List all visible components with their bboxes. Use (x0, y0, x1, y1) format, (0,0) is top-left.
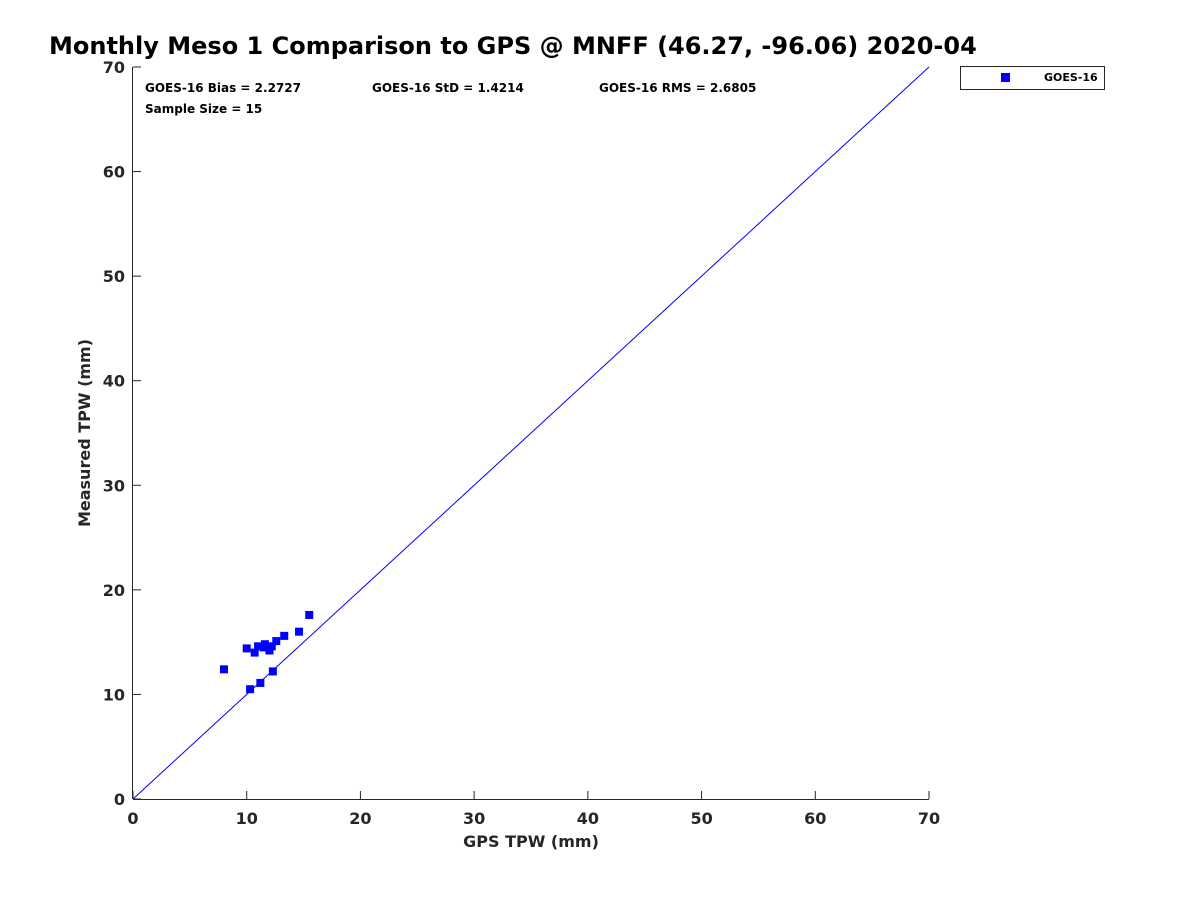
data-point (267, 642, 276, 651)
y-tick-label: 20 (103, 581, 125, 600)
x-tick-label: 20 (349, 809, 371, 828)
x-tick-label: 60 (804, 809, 826, 828)
data-point (254, 642, 263, 651)
data-point (305, 610, 314, 619)
std-annotation: GOES-16 StD = 1.4214 (372, 81, 524, 95)
legend-label-goes16: GOES-16 (1044, 71, 1098, 84)
data-point (256, 678, 265, 687)
data-point (246, 685, 255, 694)
bias-annotation: GOES-16 Bias = 2.2727 (145, 81, 301, 95)
x-tick-label: 0 (127, 809, 138, 828)
legend-box (960, 66, 1105, 90)
x-tick-label: 70 (918, 809, 940, 828)
data-point (219, 665, 228, 674)
x-tick-label: 30 (463, 809, 485, 828)
y-tick-label: 10 (103, 685, 125, 704)
y-tick-label: 60 (103, 163, 125, 182)
chart-title: Monthly Meso 1 Comparison to GPS @ MNFF … (49, 32, 977, 60)
y-tick-label: 30 (103, 476, 125, 495)
data-points-group (219, 610, 314, 694)
y-axis-label: Measured TPW (mm) (75, 339, 94, 527)
x-tick-label: 40 (577, 809, 599, 828)
data-point (265, 646, 274, 655)
one-to-one-line (132, 66, 930, 800)
data-point (250, 648, 259, 657)
data-point (242, 644, 251, 653)
rms-annotation: GOES-16 RMS = 2.6805 (599, 81, 756, 95)
data-point (295, 627, 304, 636)
y-tick-label: 0 (114, 790, 125, 809)
legend: GOES-16 (960, 66, 1105, 90)
x-axis-ticks: 0 10 20 30 40 50 60 70 (127, 791, 940, 828)
data-point (268, 667, 277, 676)
reference-line-group (132, 66, 930, 800)
data-point (280, 631, 289, 640)
y-tick-label: 50 (103, 267, 125, 286)
legend-marker-goes16 (1001, 73, 1010, 82)
sample-size-annotation: Sample Size = 15 (145, 102, 262, 116)
y-tick-label: 40 (103, 372, 125, 391)
y-tick-label: 70 (103, 58, 125, 77)
y-axis-ticks: 0 10 20 30 40 50 60 70 (103, 58, 141, 809)
x-tick-label: 50 (690, 809, 712, 828)
data-point (259, 643, 268, 652)
x-axis-label: GPS TPW (mm) (463, 832, 599, 851)
data-point (272, 637, 281, 646)
x-tick-label: 10 (236, 809, 258, 828)
